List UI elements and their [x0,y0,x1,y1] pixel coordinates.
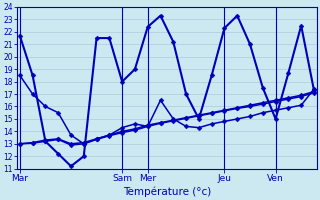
X-axis label: Température (°c): Température (°c) [123,186,211,197]
